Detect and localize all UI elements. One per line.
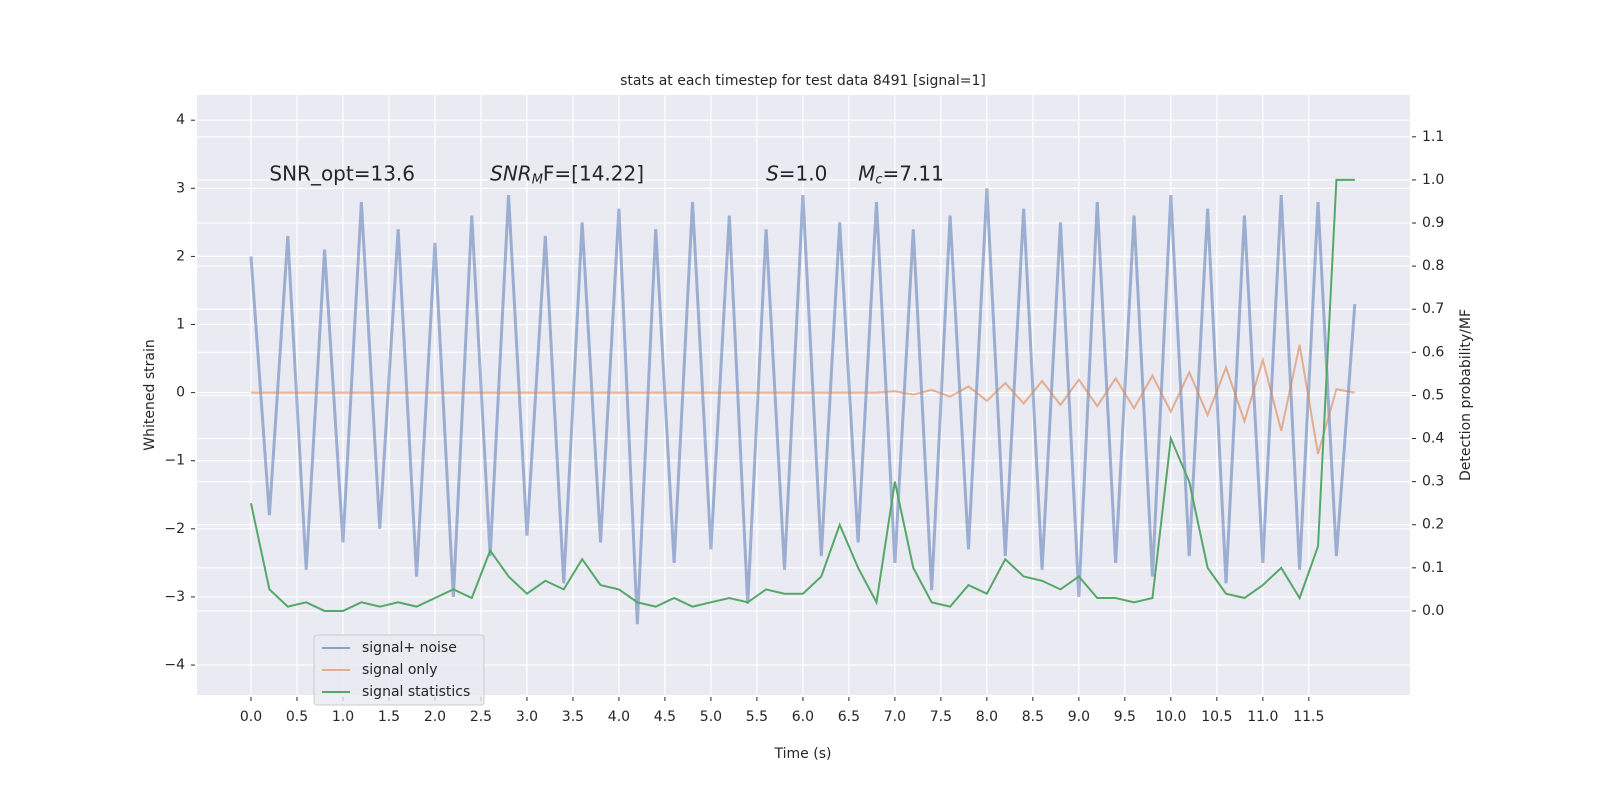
annotation: SNRMF=[14.22]: [490, 161, 644, 187]
y2-axis-label: Detection probability/MF: [1458, 309, 1474, 481]
x-tick-label: 6.0: [792, 709, 814, 725]
y-tick-label: −4: [164, 657, 185, 673]
x-tick-label: 4.5: [654, 709, 676, 725]
y2-tick-label: 0.4: [1422, 431, 1444, 447]
legend: signal+ noise signal only signal statistic…: [313, 634, 485, 706]
x-tick-label: 2.5: [470, 709, 492, 725]
y-tick-label: 1: [176, 317, 185, 333]
y2-tick-label: 0.0: [1422, 603, 1444, 619]
annotation-part: S: [766, 161, 779, 185]
y-tick-label: −1: [164, 453, 185, 469]
annotation-part: =7.11: [883, 161, 944, 185]
x-tick-label: 9.5: [1114, 709, 1136, 725]
y2-tick-label: 1.0: [1422, 172, 1444, 188]
legend-label: signal statistics: [362, 684, 470, 700]
chart-title: stats at each timestep for test data 849…: [620, 73, 986, 89]
annotation-part: F=[14.22]: [543, 161, 644, 185]
y2-tick-label: 1.1: [1422, 129, 1444, 145]
y2-tick-label: 0.2: [1422, 517, 1444, 533]
legend-box: [313, 634, 485, 706]
x-tick-label: 3.5: [562, 709, 584, 725]
x-tick-label: 0.5: [286, 709, 308, 725]
annotation-part: SNR_opt=13.6: [269, 161, 415, 185]
x-tick-label: 1.0: [332, 709, 354, 725]
y-tick-label: 4: [176, 112, 185, 128]
series-line: [250, 344, 1355, 455]
x-tick-label: 6.5: [838, 709, 860, 725]
annotation-part: M: [858, 161, 875, 185]
x-axis-label: Time (s): [774, 746, 832, 762]
annotation: Mc=7.11: [858, 161, 944, 187]
x-tick-label: 5.0: [700, 709, 722, 725]
annotation: SNR_opt=13.6: [269, 161, 415, 185]
x-tick-label: 7.0: [884, 709, 906, 725]
y-tick-label: −3: [164, 589, 185, 605]
x-tick-label: 7.5: [930, 709, 952, 725]
x-tick-label: 1.5: [378, 709, 400, 725]
x-tick-label: 11.0: [1247, 709, 1278, 725]
x-tick-label: 9.0: [1068, 709, 1090, 725]
x-tick-label: 0.0: [240, 709, 262, 725]
series-line: [249, 188, 1357, 625]
annotation-part: M: [532, 172, 543, 187]
annotation-part: =1.0: [779, 161, 828, 185]
x-tick-label: 5.5: [746, 709, 768, 725]
x-tick-label: 10.0: [1155, 709, 1186, 725]
x-tick-label: 8.5: [1022, 709, 1044, 725]
y2-tick-label: 0.6: [1422, 344, 1444, 360]
legend-label: signal+ noise: [362, 640, 457, 656]
y-tick-label: −2: [164, 521, 185, 537]
x-tick-label: 11.5: [1293, 709, 1324, 725]
y2-tick-label: 0.9: [1422, 215, 1444, 231]
x-tick-label: 8.0: [976, 709, 998, 725]
annotation-part: c: [875, 172, 882, 187]
y-tick-label: 0: [176, 385, 185, 401]
y2-tick-label: 0.3: [1422, 474, 1444, 490]
y-tick-label: 3: [176, 180, 185, 196]
y-tick-label: 2: [176, 248, 185, 264]
y2-tick-label: 0.8: [1422, 258, 1444, 274]
annotation-part: SNR: [490, 161, 532, 185]
x-tick-label: 4.0: [608, 709, 630, 725]
y2-tick-label: 0.5: [1422, 387, 1444, 403]
series-line: [250, 178, 1355, 612]
y2-tick-label: 0.7: [1422, 301, 1444, 317]
legend-label: signal only: [362, 662, 437, 678]
x-tick-label: 3.0: [516, 709, 538, 725]
y-axis-label: Whitened strain: [142, 339, 158, 450]
y2-tick-label: 0.1: [1422, 560, 1444, 576]
x-tick-label: 2.0: [424, 709, 446, 725]
x-tick-label: 10.5: [1201, 709, 1232, 725]
annotation: S=1.0: [766, 161, 827, 185]
